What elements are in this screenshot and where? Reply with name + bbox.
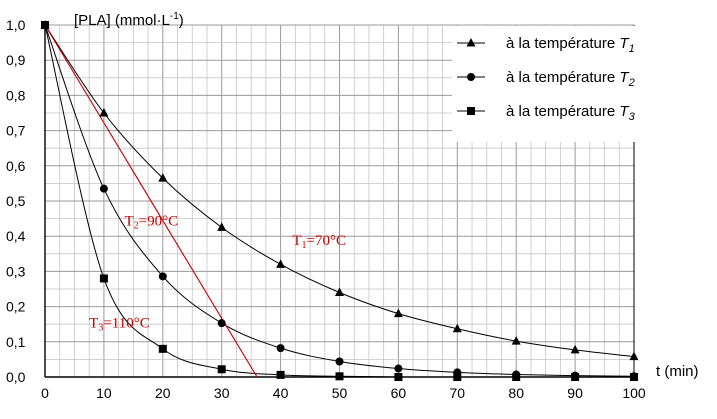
data-point-series-1 — [393, 308, 403, 318]
legend-marker-3 — [467, 107, 475, 115]
x-tick-label: 90 — [567, 385, 583, 401]
data-point-series-3 — [217, 365, 226, 374]
data-point-series-2 — [394, 364, 403, 373]
y-tick-label: 0,4 — [6, 228, 26, 244]
data-point-series-2 — [335, 357, 344, 366]
y-tick-label: 0,2 — [6, 299, 26, 315]
annotation-1: T1=70°C — [292, 233, 346, 251]
data-point-series-3 — [453, 373, 462, 381]
legend-marker-1 — [466, 38, 476, 47]
annotation-2: T2=90°C — [125, 214, 179, 232]
data-point-series-1 — [99, 108, 109, 117]
x-tick-label: 80 — [508, 385, 524, 401]
data-point-series-1 — [158, 173, 168, 182]
data-point-series-3 — [630, 373, 638, 381]
data-point-series-2 — [99, 184, 108, 193]
data-point-series-1 — [570, 344, 580, 354]
x-tick-label: 60 — [391, 385, 407, 401]
x-tick-label: 40 — [273, 385, 289, 401]
data-point-series-3 — [571, 373, 580, 381]
tangent-segment — [44, 24, 258, 378]
data-point-series-3 — [512, 373, 521, 381]
x-tick-label: 0 — [41, 385, 49, 401]
y-tick-label: 0,7 — [6, 123, 26, 139]
data-point-series-2 — [276, 344, 285, 353]
y-tick-label: 0,3 — [6, 263, 26, 279]
y-axis-label-exponent: -1 — [170, 11, 179, 22]
y-tick-label: 0,5 — [6, 193, 26, 209]
data-point-series-3 — [41, 21, 49, 29]
data-point-series-1 — [629, 351, 639, 361]
data-point-series-1 — [217, 222, 227, 231]
data-point-series-3 — [335, 372, 344, 381]
x-axis-label: t (min) — [656, 363, 699, 380]
data-point-series-3 — [158, 344, 167, 353]
data-point-series-2 — [217, 319, 226, 328]
tick-labels: 0 10 20 30 40 50 60 70 80 90 100 0,0 0,1 0,2 0,3 0,4 0,5… — [6, 17, 646, 401]
annotations: T1=70°C T2=90°C T3=110°C — [89, 214, 346, 334]
y-tick-label: 0,9 — [6, 52, 26, 68]
annotation-3: T3=110°C — [89, 316, 150, 334]
y-tick-label: 0,8 — [6, 87, 26, 103]
legend-entry-3: à la température T3 — [506, 103, 636, 123]
data-point-series-2 — [158, 272, 167, 281]
data-point-series-3 — [99, 274, 108, 283]
series-markers — [40, 20, 639, 381]
data-point-series-3 — [394, 373, 403, 381]
y-axis-label-close: ) — [179, 12, 184, 29]
legend-entry-2: à la température T2 — [506, 69, 635, 89]
legend-marker-2 — [467, 73, 475, 81]
data-point-series-1 — [335, 287, 344, 297]
tangent-line — [44, 24, 258, 378]
grid — [44, 24, 635, 378]
y-axis-label: [PLA] (mmol·L-1) — [74, 11, 184, 29]
x-tick-label: 100 — [622, 385, 646, 401]
x-tick-label: 10 — [96, 385, 112, 401]
x-tick-label: 50 — [332, 385, 348, 401]
data-point-series-1 — [276, 259, 286, 268]
data-point-series-3 — [276, 370, 285, 379]
x-tick-label: 70 — [450, 385, 466, 401]
legend-entry-1: à la température T1 — [506, 35, 635, 55]
legend: à la température T1 à la température T2 à … — [452, 26, 712, 142]
y-tick-label: 1,0 — [6, 17, 26, 33]
data-point-series-1 — [511, 336, 521, 345]
y-tick-label: 0,1 — [6, 334, 26, 350]
data-point-series-1 — [452, 323, 462, 333]
y-tick-label: 0,6 — [6, 158, 26, 174]
x-tick-label: 30 — [214, 385, 230, 401]
y-tick-label: 0,0 — [6, 369, 26, 385]
series-line-1 — [44, 24, 635, 358]
legend-box — [452, 26, 712, 142]
x-tick-label: 20 — [155, 385, 171, 401]
